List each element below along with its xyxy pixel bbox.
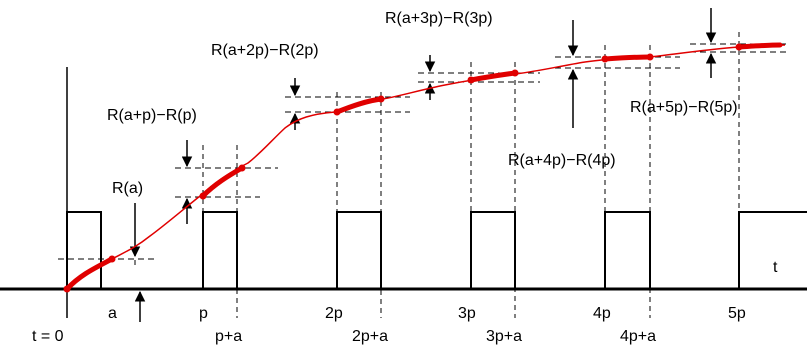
label-5p: 5p bbox=[728, 305, 746, 322]
accumulation-segments bbox=[64, 42, 783, 292]
label-2p: 2p bbox=[325, 305, 343, 322]
label-3p: 3p bbox=[458, 305, 476, 322]
label-r-a5p: R(a+5p)−R(5p) bbox=[630, 99, 738, 116]
label-p-a: p+a bbox=[215, 328, 242, 345]
label-r-a3p: R(a+3p)−R(3p) bbox=[385, 10, 493, 27]
label-4p: 4p bbox=[593, 305, 611, 322]
label-p: p bbox=[199, 305, 208, 322]
dashed-levels bbox=[58, 43, 790, 260]
label-r-ap: R(a+p)−R(p) bbox=[107, 107, 197, 124]
label-a: a bbox=[108, 305, 117, 322]
label-3p-a: 3p+a bbox=[486, 328, 522, 345]
cumulative-curve bbox=[66, 44, 786, 290]
pulse-train bbox=[66, 211, 807, 289]
label-t-axis: t bbox=[773, 259, 778, 276]
curve-points bbox=[63, 43, 743, 293]
label-2p-a: 2p+a bbox=[352, 328, 388, 345]
label-t0: t = 0 bbox=[32, 328, 64, 345]
label-r-a4p: R(a+4p)−R(4p) bbox=[508, 152, 616, 169]
label-r-a2p: R(a+2p)−R(2p) bbox=[211, 42, 319, 59]
label-r-a: R(a) bbox=[112, 180, 143, 197]
label-4p-a: 4p+a bbox=[620, 328, 656, 345]
